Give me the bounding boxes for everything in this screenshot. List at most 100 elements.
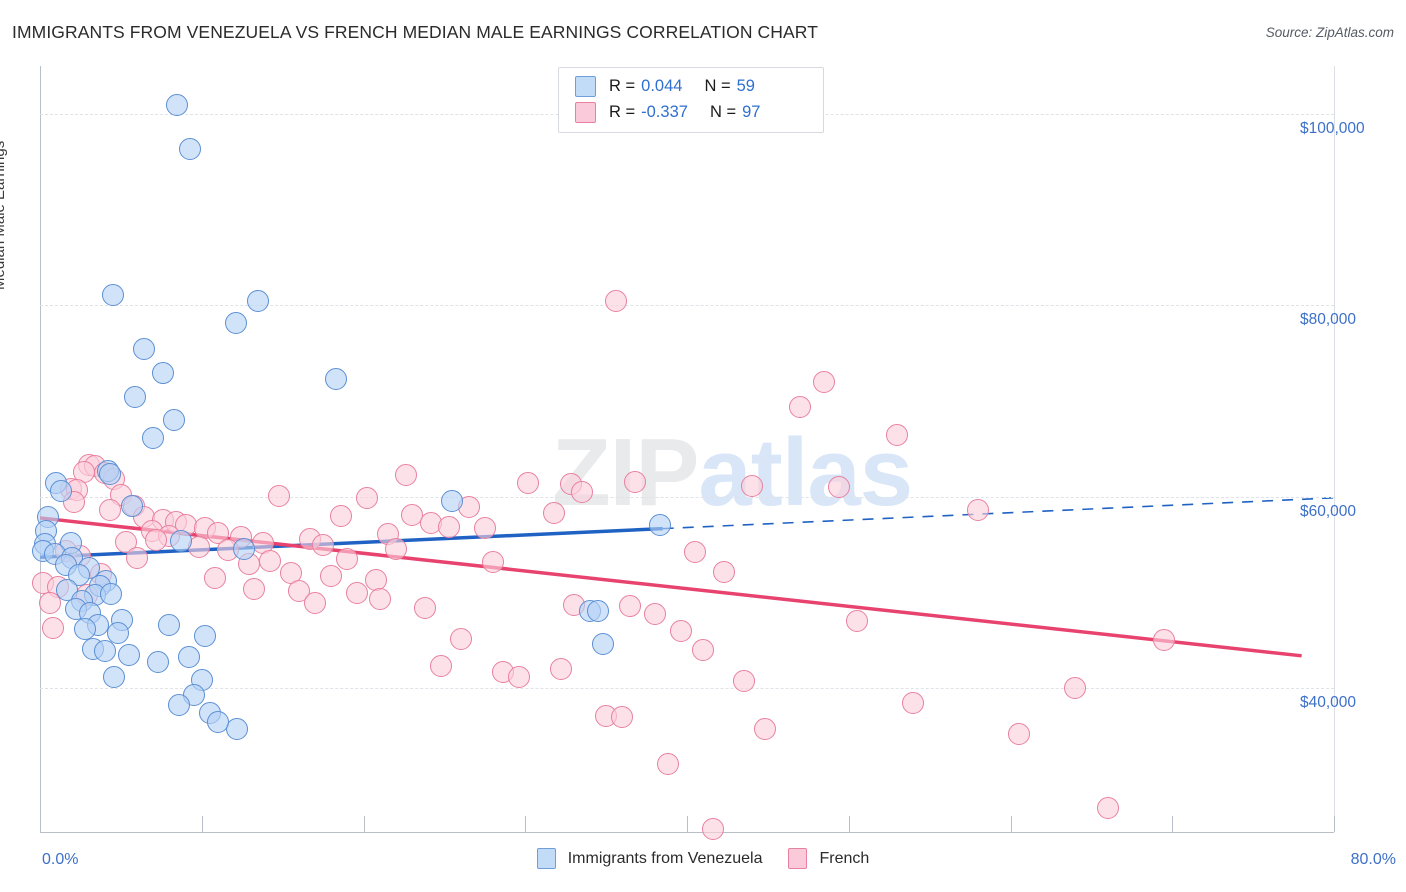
scatter-point [591, 633, 614, 656]
x-axis-tick [525, 816, 527, 832]
legend-swatch-venezuela-icon [536, 848, 556, 869]
stats-row-venezuela: R = 0.044 N = 59 [575, 73, 755, 99]
scatter-point [147, 650, 170, 673]
swatch-venezuela-icon [575, 75, 596, 97]
scatter-point [158, 614, 181, 637]
scatter-point [355, 486, 378, 509]
x-axis-tick [1010, 816, 1012, 832]
scatter-point [303, 592, 326, 615]
scatter-point [648, 513, 671, 536]
scatter-point [325, 368, 347, 391]
y-axis-title: Median Male Earnings [0, 140, 8, 290]
scatter-point [669, 619, 692, 642]
gridline [40, 688, 1334, 690]
scatter-point [430, 655, 453, 678]
x-axis-tick [201, 816, 203, 832]
scatter-point [438, 515, 461, 538]
scatter-point [481, 550, 504, 573]
scatter-point [117, 643, 140, 666]
watermark: ZIPatlas [552, 418, 913, 528]
legend-item-french[interactable]: French [788, 848, 869, 869]
scatter-point [384, 537, 407, 560]
scatter-point [177, 645, 200, 668]
scatter-point [336, 548, 359, 571]
legend-swatch-french-icon [788, 848, 808, 869]
scatter-point [132, 338, 155, 361]
scatter-point [169, 529, 192, 552]
scatter-point [93, 640, 116, 663]
scatter-point [41, 617, 64, 640]
scatter-point [101, 283, 124, 306]
scatter-point [98, 462, 121, 485]
x-axis-tick [687, 816, 688, 832]
y-axis-line [40, 66, 41, 832]
scatter-point [179, 138, 202, 161]
stats-r-label-venezuela: R = [609, 76, 636, 95]
scatter-point [206, 710, 229, 733]
scatter-point [346, 581, 369, 604]
scatter-point [100, 582, 123, 605]
scatter-point [193, 624, 216, 647]
scatter-point [845, 610, 868, 633]
scatter-point [441, 489, 464, 512]
stats-row-french: R = -0.337 N = 97 [575, 99, 760, 125]
x-axis-tick [363, 816, 365, 832]
x-axis-tick [848, 816, 850, 832]
stats-n-value-french: 97 [742, 102, 761, 121]
legend-label-french: French [819, 849, 870, 867]
scatter-point [103, 665, 126, 688]
scatter-point [611, 706, 634, 729]
scatter-point [145, 528, 168, 551]
legend-label-venezuela: Immigrants from Venezuela [567, 849, 763, 867]
swatch-french-icon [575, 101, 596, 123]
x-axis-min-label: 0.0% [42, 851, 79, 868]
scatter-point [449, 627, 472, 650]
scatter-point [828, 476, 851, 499]
scatter-point [549, 658, 572, 681]
scatter-point [168, 693, 191, 716]
scatter-point [604, 289, 627, 312]
stats-r-value-french: -0.337 [641, 102, 688, 121]
scatter-point [121, 495, 144, 518]
scatter-point [312, 533, 335, 556]
scatter-point [224, 311, 247, 334]
scatter-point [126, 547, 149, 570]
scatter-point [517, 471, 540, 494]
scatter-point [106, 621, 129, 644]
scatter-point [50, 480, 73, 503]
scatter-point [124, 386, 147, 409]
scatter-point [151, 362, 174, 385]
scatter-point [789, 395, 812, 418]
scatter-point [247, 289, 270, 312]
x-axis-line [40, 832, 1334, 833]
source-label: Source: ZipAtlas.com [1265, 25, 1394, 40]
y-axis-tick-label: $40,000 [1300, 694, 1357, 712]
scatter-point [740, 475, 763, 498]
scatter-point [329, 505, 352, 528]
scatter-point [1096, 797, 1119, 820]
scatter-point [1153, 628, 1176, 651]
series-legend: Immigrants from Venezuela French [0, 848, 1406, 869]
scatter-point [242, 577, 265, 600]
scatter-point [473, 517, 496, 540]
legend-item-venezuela[interactable]: Immigrants from Venezuela [536, 848, 763, 869]
stats-r-label-french: R = [609, 102, 636, 121]
scatter-point [753, 717, 776, 740]
y-axis-tick-label: $60,000 [1300, 502, 1357, 520]
scatter-point [142, 427, 165, 450]
page-title: IMMIGRANTS FROM VENEZUELA VS FRENCH MEDI… [12, 22, 819, 42]
scatter-point [268, 484, 291, 507]
scatter-point [287, 579, 310, 602]
x-axis-tick [1334, 816, 1335, 832]
y-axis-tick-label: $100,000 [1300, 119, 1365, 137]
correlation-stats-box: R = 0.044 N = 59 R = -0.337 N = 97 [558, 67, 824, 133]
trendline-venezuela-dashed [662, 497, 1335, 530]
scatter-point [643, 602, 666, 625]
scatter-point [619, 595, 642, 618]
scatter-point [967, 499, 990, 522]
scatter-point [1064, 677, 1087, 700]
stats-r-value-venezuela: 0.044 [641, 76, 683, 95]
gridline [40, 305, 1334, 307]
trendlines [39, 497, 1335, 658]
